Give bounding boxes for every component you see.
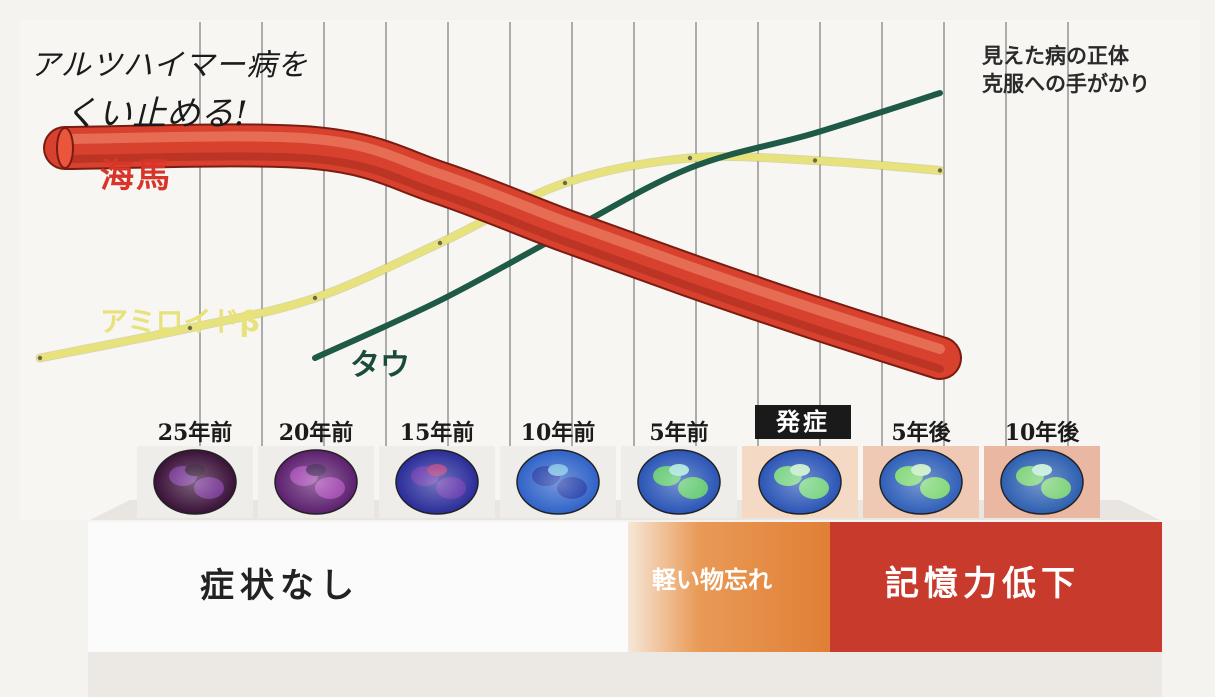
series-line-hippocampus-highlight: [60, 131, 945, 354]
brain-scan-gloss: [1001, 450, 1083, 514]
stage-box-memory: [830, 522, 1162, 652]
stage-box-none: [88, 522, 628, 652]
data-point-amyloid: [687, 155, 693, 161]
title-line-1: アルツハイマー病を: [30, 48, 309, 83]
data-point-amyloid: [37, 355, 43, 361]
series-label-amyloid: アミロイドβ: [100, 305, 260, 338]
brain-scan-gloss: [396, 450, 478, 514]
brain-scan-gloss: [154, 450, 236, 514]
hippocampus-tube-end: [56, 127, 74, 169]
stage-panel: [88, 500, 1162, 697]
time-label: 5年後: [891, 420, 951, 446]
stage-label-none: 症状なし: [200, 566, 360, 606]
series-line-hippocampus-shade: [61, 152, 944, 373]
series-label-hippocampus: 海馬: [100, 156, 172, 196]
stage-label-mild: 軽い物忘れ: [652, 566, 772, 594]
brain-scan-gloss: [759, 450, 841, 514]
time-label: 20年前: [278, 420, 354, 446]
series-label-tau: タウ: [350, 348, 410, 383]
data-point-amyloid: [937, 168, 943, 173]
brain-scan-gloss: [275, 450, 357, 514]
data-point-amyloid: [437, 240, 443, 246]
time-label: 15年前: [399, 420, 475, 446]
stage-label-memory: 記憶力低下: [885, 564, 1080, 604]
data-point-amyloid: [562, 180, 568, 186]
time-label: 10年前: [520, 420, 596, 446]
series-lines: [35, 90, 962, 380]
corner-note: 見えた病の正体 克服への手がかり: [982, 42, 1150, 98]
brain-scan-gloss: [638, 450, 720, 514]
data-point-amyloid: [812, 158, 818, 163]
series-line-tau: [312, 90, 943, 361]
time-label: 25年前: [157, 420, 233, 446]
panel-reflection: [88, 652, 1162, 697]
series-line-hippocampus: [45, 125, 960, 378]
note-line-2: 克服への手がかり: [982, 72, 1150, 96]
stage-box-mild: [628, 522, 830, 652]
brain-scan-gloss: [880, 450, 962, 514]
program-title: アルツハイマー病を くい止める!: [30, 40, 307, 135]
data-point-amyloid: [187, 325, 193, 331]
title-line-2: くい止める!: [64, 94, 248, 134]
data-point-amyloid: [312, 295, 318, 301]
scan-tiles: [137, 446, 1100, 518]
brain-scan-gloss: [517, 450, 599, 514]
note-line-1: 見えた病の正体: [982, 44, 1129, 68]
time-label-onset: 発症: [755, 405, 851, 439]
time-label: 5年前: [649, 420, 709, 446]
time-label: 10年後: [1004, 420, 1080, 446]
